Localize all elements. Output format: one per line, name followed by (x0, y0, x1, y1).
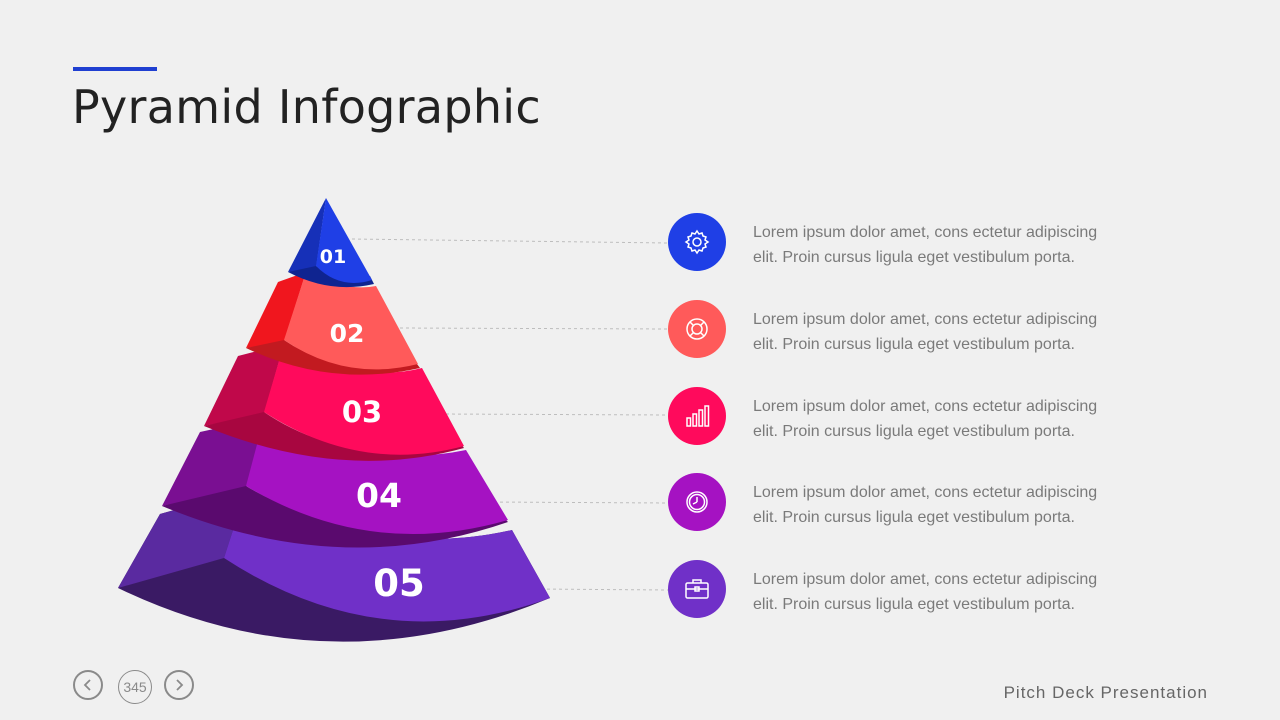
briefcase-icon (685, 579, 709, 599)
info-text-5: Lorem ipsum dolor amet, cons ectetur adi… (753, 567, 1133, 617)
icon-circle-2 (668, 300, 726, 358)
info-text-2: Lorem ipsum dolor amet, cons ectetur adi… (753, 307, 1133, 357)
info-text-3: Lorem ipsum dolor amet, cons ectetur adi… (753, 394, 1133, 444)
clock-icon (686, 491, 708, 513)
connector-line-4 (487, 501, 669, 504)
icon-circle-4 (668, 473, 726, 531)
connector-line-3 (439, 413, 669, 416)
info-text-3-line-2: elit. Proin cursus ligula eget vestibulu… (753, 423, 1075, 440)
info-row-3: Lorem ipsum dolor amet, cons ectetur adi… (668, 387, 1148, 447)
info-text-4-line-1: Lorem ipsum dolor amet, cons ectetur adi… (753, 484, 1098, 501)
info-text-5-line-2: elit. Proin cursus ligula eget vestibulu… (753, 596, 1075, 613)
icon-circle-1 (668, 213, 726, 271)
info-row-4: Lorem ipsum dolor amet, cons ectetur adi… (668, 473, 1148, 533)
previous-slide-button[interactable] (73, 670, 103, 700)
page-number: 345 (118, 670, 152, 704)
bar-chart-icon (686, 405, 710, 427)
chevron-right-icon (176, 679, 184, 691)
info-text-1-line-2: elit. Proin cursus ligula eget vestibulu… (753, 249, 1075, 266)
info-row-2: Lorem ipsum dolor amet, cons ectetur adi… (668, 300, 1148, 360)
info-text-1-line-1: Lorem ipsum dolor amet, cons ectetur adi… (753, 224, 1098, 241)
title-accent-bar (73, 67, 157, 71)
level-5-number: 05 (373, 562, 425, 605)
level-1-number: 01 (320, 246, 346, 268)
info-text-2-line-1: Lorem ipsum dolor amet, cons ectetur adi… (753, 311, 1098, 328)
info-text-3-line-1: Lorem ipsum dolor amet, cons ectetur adi… (753, 398, 1098, 415)
info-row-5: Lorem ipsum dolor amet, cons ectetur adi… (668, 560, 1148, 620)
footer-label: Pitch Deck Presentation (1003, 683, 1208, 702)
info-text-4: Lorem ipsum dolor amet, cons ectetur adi… (753, 480, 1133, 530)
info-text-5-line-1: Lorem ipsum dolor amet, cons ectetur adi… (753, 571, 1098, 588)
info-row-1: Lorem ipsum dolor amet, cons ectetur adi… (668, 213, 1148, 273)
connector-line-1 (351, 238, 669, 244)
level-3-number: 03 (342, 395, 382, 429)
pyramid-level-2 (246, 272, 420, 375)
info-text-2-line-2: elit. Proin cursus ligula eget vestibulu… (753, 336, 1075, 353)
info-text-1: Lorem ipsum dolor amet, cons ectetur adi… (753, 220, 1133, 270)
level-2-number: 02 (330, 319, 365, 348)
page-title: Pyramid Infographic (72, 80, 541, 134)
pyramid-level-3 (204, 344, 464, 461)
pyramid-level-1 (288, 198, 374, 288)
chevron-left-icon (83, 679, 91, 691)
level-4-number: 04 (356, 476, 402, 515)
connector-line-2 (399, 327, 669, 330)
gear-icon (684, 229, 710, 255)
icon-circle-5 (668, 560, 726, 618)
next-slide-button[interactable] (164, 670, 194, 700)
lifebuoy-icon (686, 318, 708, 340)
info-text-4-line-2: elit. Proin cursus ligula eget vestibulu… (753, 509, 1075, 526)
connector-line-5 (534, 588, 669, 591)
icon-circle-3 (668, 387, 726, 445)
